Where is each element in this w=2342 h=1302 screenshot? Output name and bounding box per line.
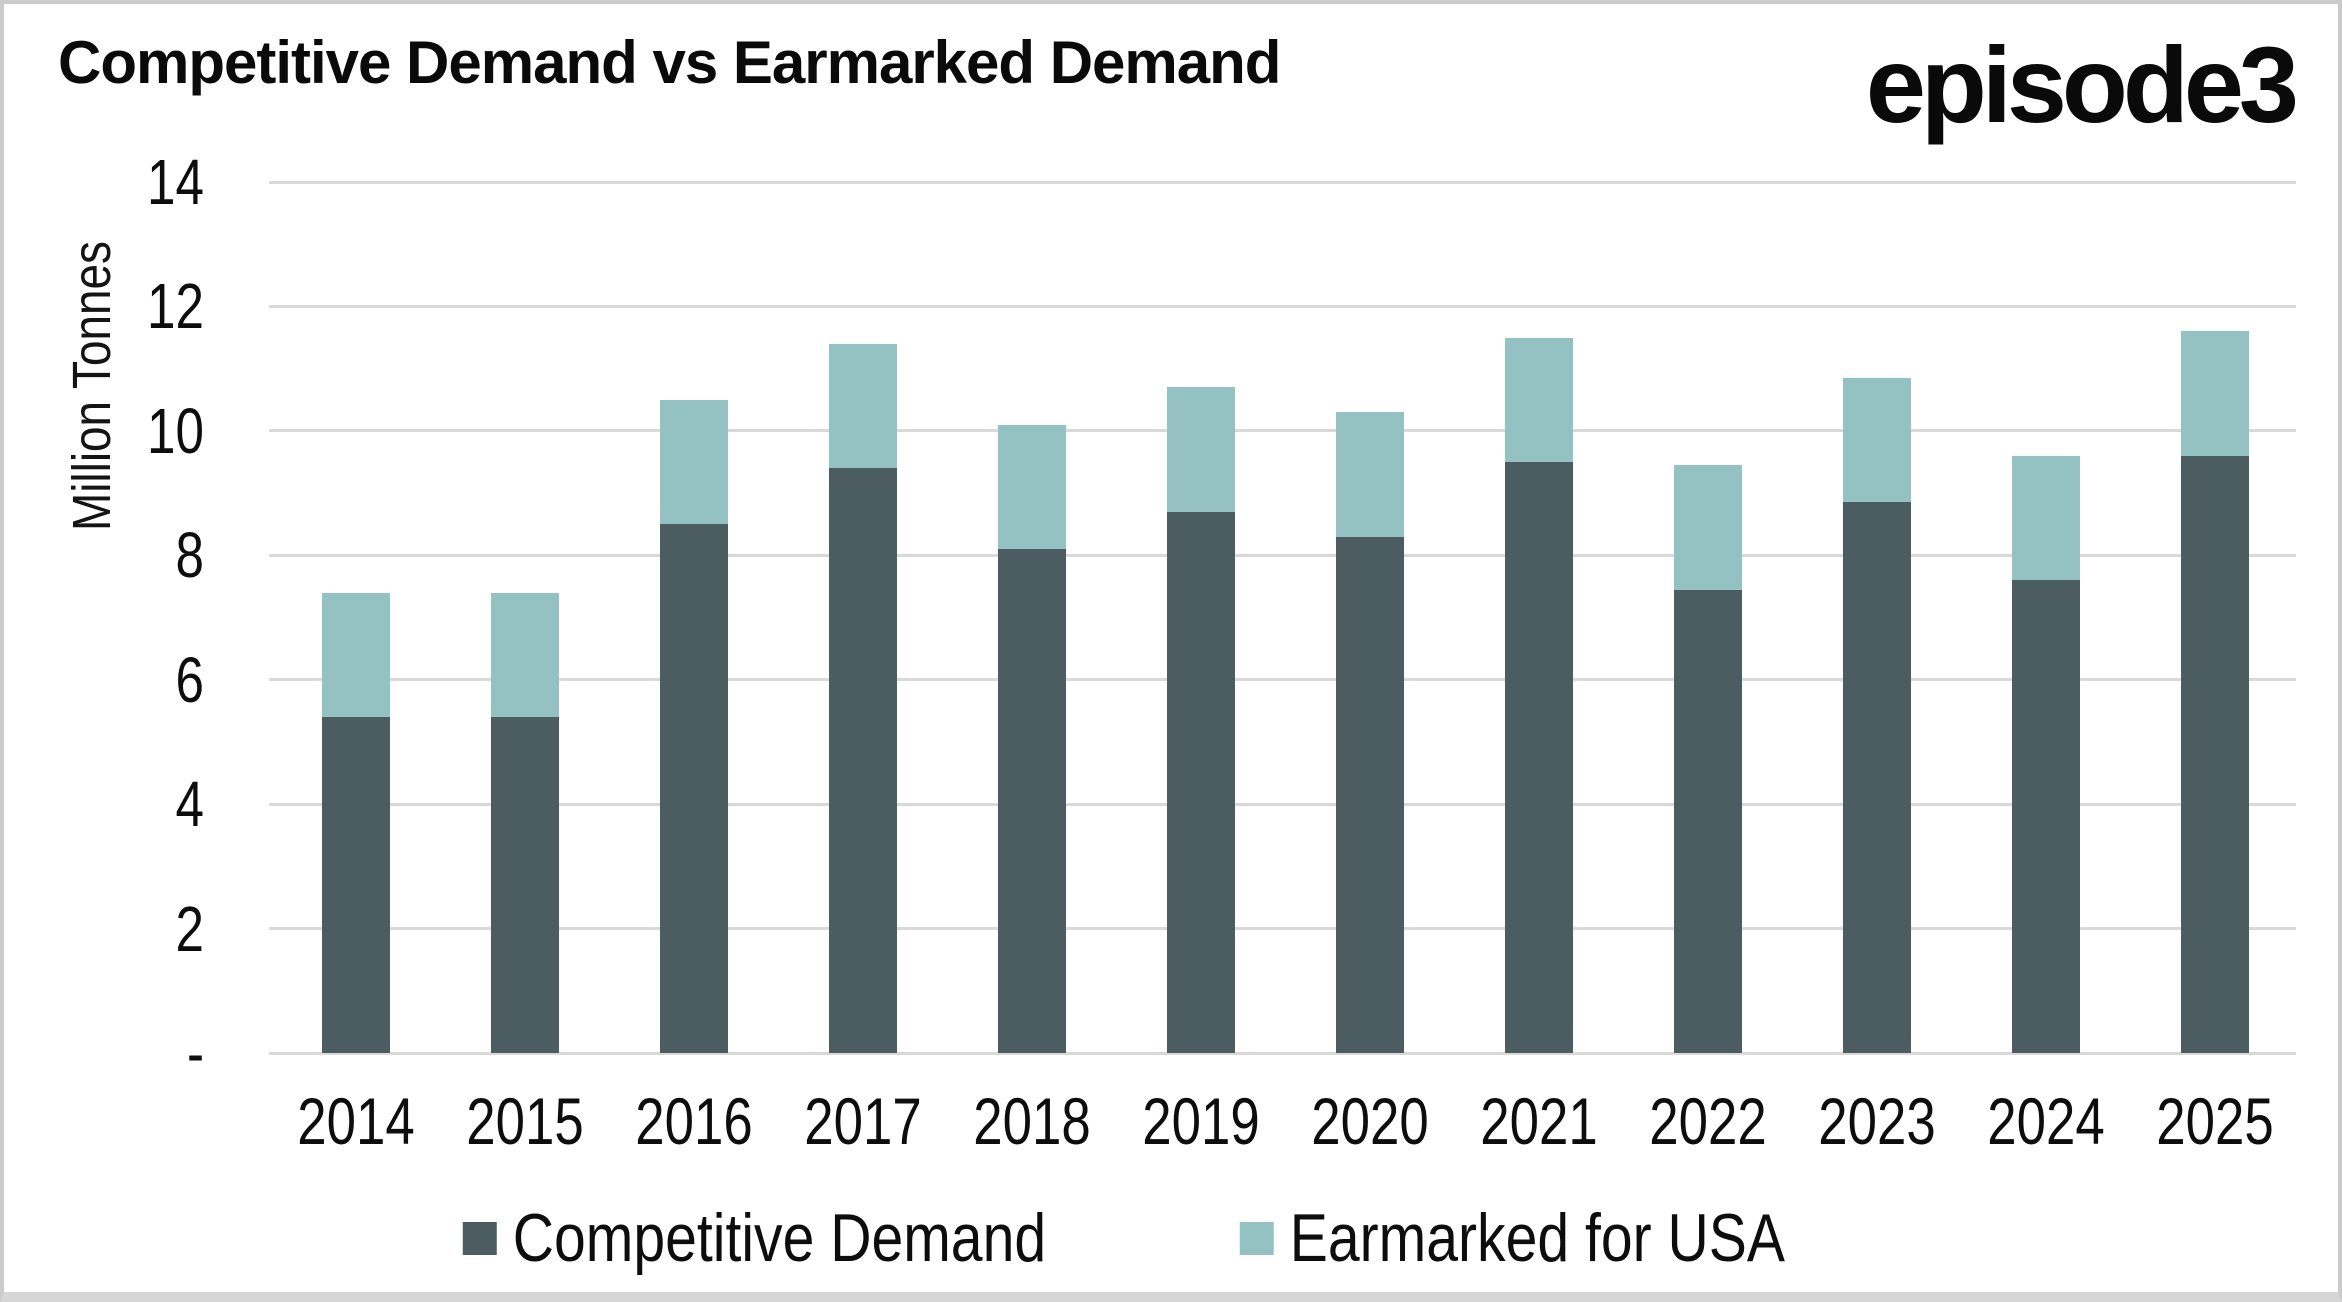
y-tick-label: - (186, 1017, 204, 1089)
chart-title: Competitive Demand vs Earmarked Demand (58, 29, 1281, 96)
gridline (269, 553, 2296, 557)
x-tick-label: 2017 (803, 1084, 922, 1158)
x-tick-label: 2015 (465, 1084, 584, 1158)
y-tick-label: 6 (175, 643, 204, 716)
x-tick-label: 2022 (1648, 1084, 1767, 1158)
y-tick-label: 8 (175, 519, 204, 592)
bar-competitive-2021 (1504, 461, 1573, 1053)
bar-earmarked-2025 (2180, 331, 2249, 456)
y-tick-label: 2 (175, 892, 204, 965)
bar-competitive-2022 (1673, 589, 1742, 1053)
x-tick-label: 2016 (634, 1084, 753, 1158)
bar-earmarked-2024 (2011, 455, 2080, 581)
x-tick-label: 2014 (296, 1084, 415, 1158)
gridline (269, 927, 2296, 931)
bar-earmarked-2022 (1673, 465, 1742, 590)
plot-area (269, 180, 2296, 1055)
bar-earmarked-2017 (828, 343, 897, 469)
x-tick-label: 2021 (1479, 1084, 1598, 1158)
bar-competitive-2014 (321, 717, 390, 1053)
legend: Competitive Demand Earmarked for USA (462, 1200, 1880, 1276)
gridline (269, 304, 2296, 308)
bar-earmarked-2023 (1842, 377, 1911, 503)
bar-competitive-2018 (997, 549, 1066, 1053)
legend-item-earmarked-for-usa: Earmarked for USA (1239, 1200, 1880, 1276)
x-tick-label: 2018 (972, 1084, 1091, 1158)
y-tick-label: 14 (147, 146, 204, 218)
gridline (269, 678, 2296, 682)
y-tick-label: 10 (147, 394, 204, 467)
y-tick-label: 12 (147, 270, 204, 343)
x-tick-label: 2020 (1310, 1084, 1429, 1158)
legend-label-competitive-demand: Competitive Demand (512, 1200, 1047, 1276)
bar-earmarked-2021 (1504, 337, 1573, 462)
bar-earmarked-2020 (1335, 412, 1404, 537)
x-tick-label: 2019 (1141, 1084, 1260, 1158)
bar-competitive-2020 (1335, 536, 1404, 1053)
y-tick-label: 4 (175, 768, 204, 841)
bar-competitive-2019 (1166, 511, 1235, 1053)
legend-marker-earmarked-for-usa (1239, 1221, 1274, 1255)
bar-competitive-2025 (2180, 455, 2249, 1053)
x-tick-label: 2023 (1817, 1084, 1936, 1158)
bar-earmarked-2016 (659, 399, 728, 525)
legend-item-competitive-demand: Competitive Demand (462, 1200, 1148, 1276)
bar-competitive-2024 (2011, 580, 2080, 1053)
x-tick-label: 2025 (2155, 1084, 2274, 1158)
legend-label-earmarked-for-usa: Earmarked for USA (1289, 1200, 1785, 1276)
bar-earmarked-2014 (321, 592, 390, 718)
gridline (269, 429, 2296, 433)
x-tick-label: 2024 (1986, 1084, 2105, 1158)
gridline (269, 180, 2296, 184)
bar-competitive-2023 (1842, 502, 1911, 1053)
bar-competitive-2015 (490, 717, 559, 1053)
legend-marker-competitive-demand (462, 1221, 497, 1255)
bar-earmarked-2018 (997, 424, 1066, 550)
bar-competitive-2017 (828, 468, 897, 1053)
bar-competitive-2016 (659, 524, 728, 1053)
gridline (269, 802, 2296, 806)
gridline (269, 1051, 2296, 1055)
bar-earmarked-2019 (1166, 387, 1235, 512)
bar-earmarked-2015 (490, 592, 559, 718)
episode3-logo: episode3 (1865, 24, 2299, 145)
